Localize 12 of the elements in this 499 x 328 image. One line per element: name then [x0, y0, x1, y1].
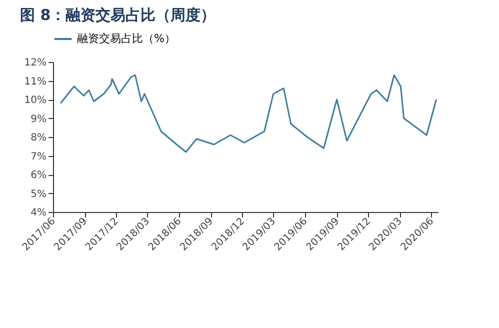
y-tick-label: 11%	[24, 76, 46, 88]
y-tick-label: 7%	[30, 151, 46, 162]
y-tick-label: 8%	[30, 132, 46, 144]
y-tick-label: 9%	[30, 114, 46, 125]
y-tick-label: 12%	[24, 58, 46, 68]
y-tick-label: 5%	[30, 188, 46, 200]
legend-label: 融资交易占比（%）	[77, 32, 176, 45]
chart-title: 图 8：融资交易占比（周度）	[20, 6, 216, 24]
y-tick-label: 10%	[24, 95, 46, 106]
y-tick-label: 6%	[30, 170, 46, 181]
line-series	[60, 74, 438, 153]
y-tick-label: 4%	[30, 208, 46, 218]
